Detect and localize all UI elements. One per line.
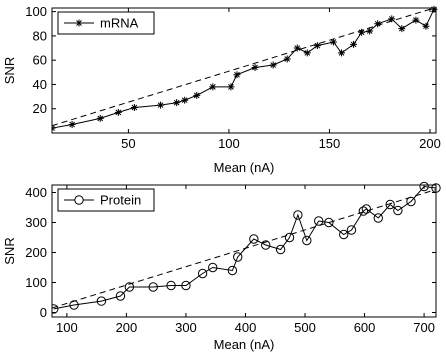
y-tick-label: 300 <box>25 215 47 230</box>
data-point <box>393 205 403 216</box>
data-point <box>373 213 383 223</box>
legend-marker <box>74 195 84 205</box>
legend-marker <box>75 19 83 27</box>
y-axis-label: SNR <box>2 57 17 84</box>
data-point <box>313 42 321 50</box>
data-point <box>124 282 135 292</box>
data-point <box>233 71 241 79</box>
data-point <box>412 16 420 24</box>
data-point <box>338 49 346 57</box>
data-point <box>261 240 271 250</box>
data-point <box>284 232 295 243</box>
y-tick-label: 400 <box>25 185 47 200</box>
data-point <box>157 101 165 109</box>
data-point <box>329 38 337 46</box>
x-tick-label: 50 <box>121 136 135 151</box>
data-point <box>385 199 395 210</box>
trend-line <box>52 189 437 309</box>
data-point <box>293 210 303 220</box>
data-point <box>251 63 259 71</box>
data-point <box>166 280 176 291</box>
y-tick-label: 0 <box>40 305 47 320</box>
data-point <box>148 282 158 292</box>
x-tick-label: 600 <box>354 320 376 335</box>
data-point <box>339 229 349 240</box>
data-point <box>181 96 189 104</box>
data-point <box>68 121 76 129</box>
data-point <box>324 217 334 228</box>
data-point <box>314 216 324 226</box>
plot-frame <box>51 7 437 134</box>
x-axis-label: Mean (nA) <box>214 337 275 352</box>
x-tick-label: 700 <box>413 320 435 335</box>
y-tick-label: 100 <box>25 4 47 19</box>
y-tick-label: 40 <box>33 77 47 92</box>
data-point <box>293 44 301 52</box>
y-tick-label: 80 <box>33 28 47 43</box>
data-point <box>283 55 291 63</box>
plot-area <box>52 5 438 132</box>
legend-box <box>57 11 155 35</box>
x-tick-label: 100 <box>56 320 78 335</box>
data-point <box>52 304 59 314</box>
data-point <box>346 225 357 235</box>
y-tick-label: 200 <box>25 245 47 260</box>
data-point <box>361 204 372 214</box>
data-point <box>208 262 218 273</box>
plot-area <box>52 181 441 314</box>
trend-line <box>52 7 435 127</box>
data-point <box>96 114 104 122</box>
x-tick-label: 300 <box>175 320 197 335</box>
x-tick-label: 150 <box>319 136 341 151</box>
data-point <box>275 244 286 255</box>
data-point <box>302 235 312 246</box>
data-point <box>181 280 191 291</box>
x-tick-label: 200 <box>419 136 441 151</box>
data-point <box>173 99 181 107</box>
data-point <box>115 291 126 301</box>
data-point <box>366 27 374 35</box>
data-point <box>269 61 277 69</box>
data-point <box>422 22 430 30</box>
data-point <box>209 83 217 91</box>
data-point <box>193 91 201 99</box>
plot-frame <box>51 184 437 318</box>
x-axis-label: Mean (nA) <box>214 160 275 175</box>
data-point <box>388 15 396 23</box>
data-point <box>114 108 122 116</box>
data-point <box>303 49 311 57</box>
data-point <box>430 5 438 13</box>
data-point <box>374 20 382 28</box>
plot-1: 50 100 150 200 20 40 60 80 100 Mean (nA) SNR mRNA <box>2 4 441 175</box>
y-axis-label: SNR <box>2 237 17 264</box>
data-point <box>398 25 406 33</box>
data-point <box>431 183 441 193</box>
data-point <box>350 40 358 48</box>
data-point <box>227 83 235 91</box>
x-tick-label: 200 <box>116 320 138 335</box>
plot-2: 100 200 300 400 500 600 700 0 100 200 300 400 Mean (… <box>2 181 441 352</box>
data-point <box>197 268 208 279</box>
legend-label: Protein <box>100 193 141 208</box>
x-tick-label: 500 <box>294 320 316 335</box>
data-point <box>249 234 259 244</box>
y-tick-label: 20 <box>33 101 47 116</box>
data-point <box>130 104 138 112</box>
x-tick-label: 100 <box>218 136 240 151</box>
data-point <box>358 28 366 36</box>
data-point <box>233 252 243 262</box>
legend-label: mRNA <box>100 16 139 31</box>
x-tick-label: 400 <box>235 320 257 335</box>
y-tick-label: 100 <box>25 275 47 290</box>
legend: Protein <box>57 188 155 212</box>
data-point <box>419 181 429 192</box>
legend: mRNA <box>57 11 155 35</box>
data-point <box>96 296 107 306</box>
legend-box <box>57 188 155 212</box>
data-point <box>227 265 238 276</box>
y-tick-label: 60 <box>33 53 47 68</box>
